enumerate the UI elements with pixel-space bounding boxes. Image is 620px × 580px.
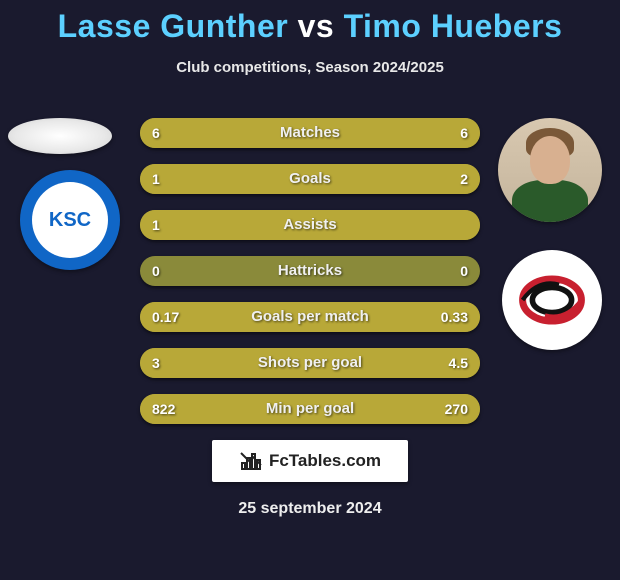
footer-date: 25 september 2024 bbox=[0, 500, 620, 518]
hurricane-icon bbox=[517, 265, 587, 335]
player2-name: Timo Huebers bbox=[344, 8, 563, 44]
vs-text: vs bbox=[298, 8, 344, 44]
stat-label: Goals bbox=[140, 164, 480, 194]
brand-logo: FcTables.com bbox=[212, 440, 408, 482]
stats-table: 66Matches 12Goals 1Assists 00Hattricks 0.170… bbox=[140, 118, 480, 440]
stat-label: Hattricks bbox=[140, 256, 480, 286]
stat-row: 66Matches bbox=[140, 118, 480, 148]
stat-row: 822270Min per goal bbox=[140, 394, 480, 424]
team1-logo: KSC bbox=[20, 170, 120, 270]
player1-name: Lasse Gunther bbox=[58, 8, 289, 44]
brand-text: FcTables.com bbox=[269, 451, 381, 471]
stat-label: Assists bbox=[140, 210, 480, 240]
team1-logo-text: KSC bbox=[32, 182, 108, 258]
stat-label: Matches bbox=[140, 118, 480, 148]
stat-label: Shots per goal bbox=[140, 348, 480, 378]
stat-row: 0.170.33Goals per match bbox=[140, 302, 480, 332]
player1-avatar-placeholder bbox=[8, 118, 112, 154]
chart-icon bbox=[239, 449, 263, 473]
stat-row: 00Hattricks bbox=[140, 256, 480, 286]
subtitle: Club competitions, Season 2024/2025 bbox=[0, 59, 620, 76]
player2-avatar bbox=[498, 118, 602, 222]
stat-row: 1Assists bbox=[140, 210, 480, 240]
stat-row: 12Goals bbox=[140, 164, 480, 194]
team2-logo bbox=[502, 250, 602, 350]
page-title: Lasse Gunther vs Timo Huebers bbox=[0, 0, 620, 45]
stat-label: Min per goal bbox=[140, 394, 480, 424]
stat-label: Goals per match bbox=[140, 302, 480, 332]
stat-row: 34.5Shots per goal bbox=[140, 348, 480, 378]
